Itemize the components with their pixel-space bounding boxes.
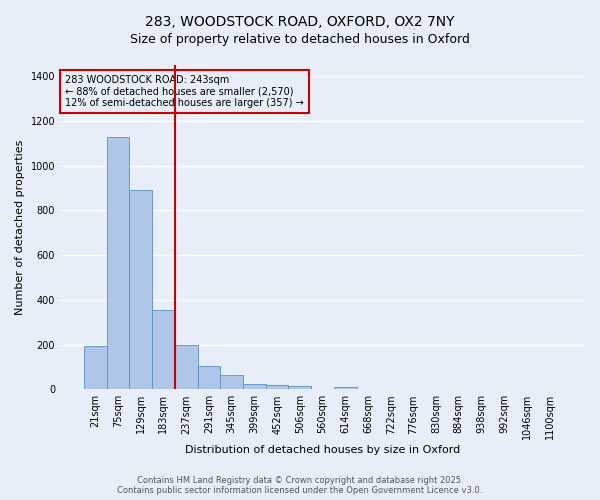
Text: 283, WOODSTOCK ROAD, OXFORD, OX2 7NY: 283, WOODSTOCK ROAD, OXFORD, OX2 7NY (145, 15, 455, 29)
Bar (152, 310, 175, 390)
Text: 283 WOODSTOCK ROAD: 243sqm
← 88% of detached houses are smaller (2,570)
12% of s: 283 WOODSTOCK ROAD: 243sqm ← 88% of deta… (65, 74, 304, 108)
Bar (107, 136, 130, 390)
Bar (197, 366, 220, 390)
Text: Contains HM Land Registry data © Crown copyright and database right 2025.
Contai: Contains HM Land Registry data © Crown c… (118, 476, 482, 495)
Y-axis label: Number of detached properties: Number of detached properties (15, 140, 25, 315)
Text: Size of property relative to detached houses in Oxford: Size of property relative to detached ho… (130, 32, 470, 46)
Bar (243, 384, 266, 390)
Bar (266, 385, 289, 390)
Bar (130, 190, 152, 390)
Bar (84, 346, 107, 390)
Bar (175, 346, 197, 390)
Bar (289, 386, 311, 390)
X-axis label: Distribution of detached houses by size in Oxford: Distribution of detached houses by size … (185, 445, 460, 455)
Bar (334, 386, 356, 390)
Bar (220, 376, 243, 390)
